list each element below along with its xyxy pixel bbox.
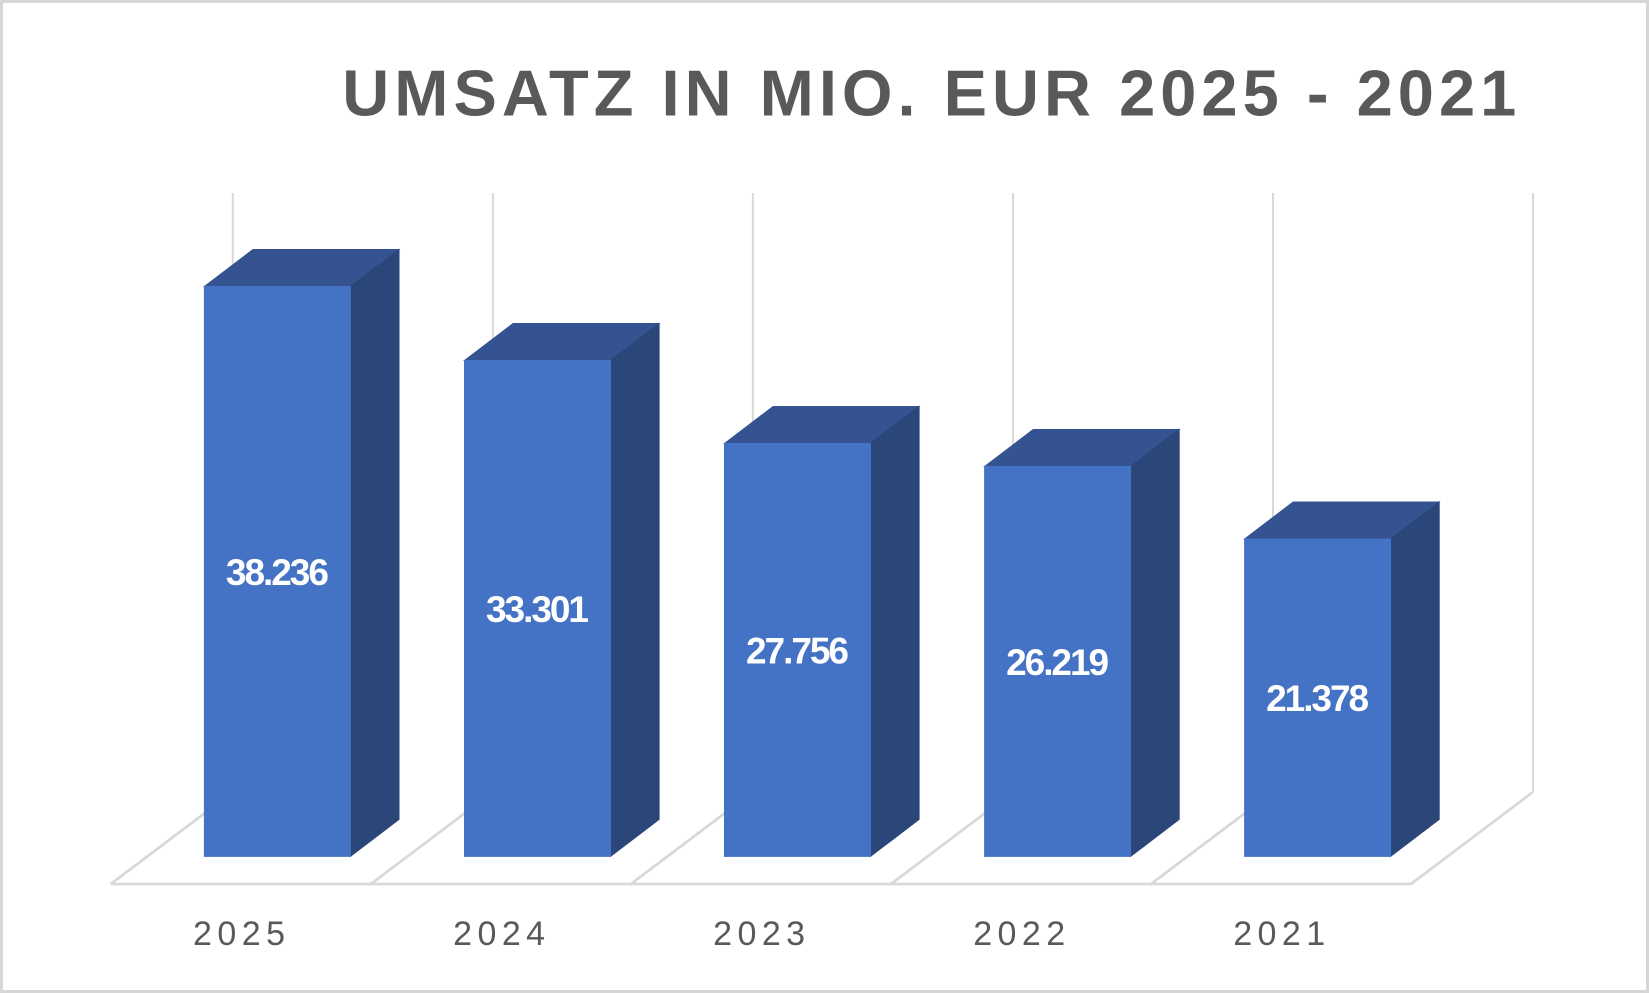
svg-text:27.756: 27.756 (746, 631, 849, 672)
svg-text:33.301: 33.301 (486, 589, 589, 630)
svg-text:UMSATZ IN MIO. EUR 2025 - 2021: UMSATZ IN MIO. EUR 2025 - 2021 (342, 57, 1516, 130)
svg-text:26.219: 26.219 (1006, 642, 1109, 683)
svg-text:38.236: 38.236 (226, 552, 329, 593)
svg-text:21.378: 21.378 (1266, 678, 1369, 719)
